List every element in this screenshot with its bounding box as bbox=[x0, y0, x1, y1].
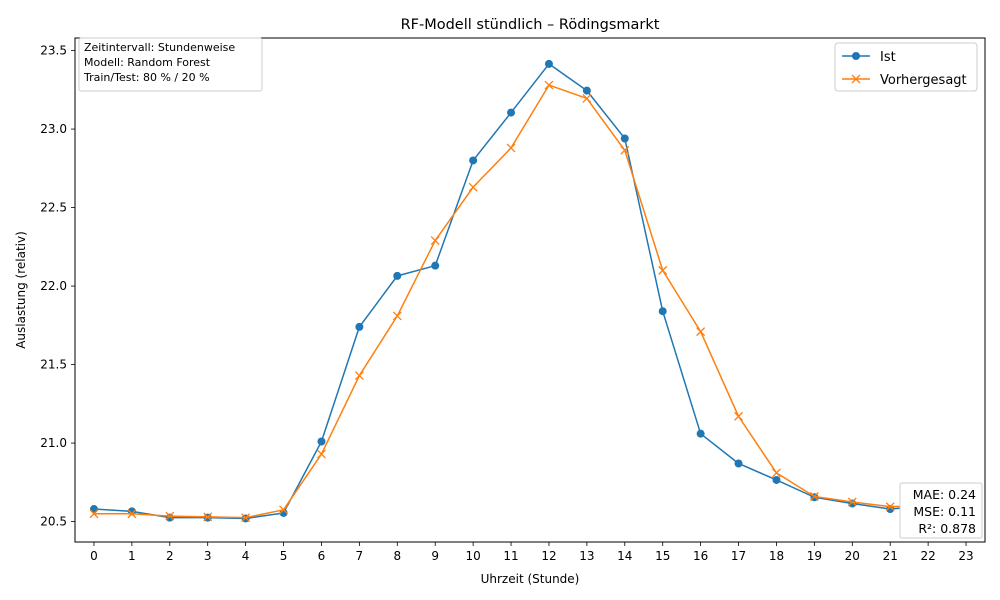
x-tick-label: 11 bbox=[503, 549, 518, 563]
metrics-line: MAE: 0.24 bbox=[913, 487, 976, 502]
x-tick-label: 17 bbox=[731, 549, 746, 563]
data-point-ist bbox=[507, 108, 516, 117]
data-point-vorhergesagt bbox=[468, 182, 478, 192]
metrics-line: R²: 0.878 bbox=[918, 521, 976, 536]
y-tick-label: 22.0 bbox=[40, 279, 67, 293]
y-axis: 20.5 21.0 21.5 22.0 22.5 23.0 23.5 bbox=[40, 44, 75, 529]
info-box-line: Modell: Random Forest bbox=[84, 56, 211, 69]
plot-area bbox=[74, 37, 986, 543]
y-tick-label: 21.5 bbox=[40, 358, 67, 372]
x-tick-label: 3 bbox=[204, 549, 212, 563]
metrics-line: MSE: 0.11 bbox=[913, 504, 976, 519]
series-vorhergesagt bbox=[89, 80, 971, 523]
data-point-ist bbox=[848, 499, 857, 508]
legend-label-ist: Ist bbox=[880, 50, 896, 65]
metrics-box-frame bbox=[899, 482, 983, 539]
data-point-ist bbox=[431, 261, 440, 270]
data-point-vorhergesagt bbox=[89, 509, 99, 519]
legend-marker-ist bbox=[852, 52, 860, 60]
metrics-box: MAE: 0.24 MSE: 0.11 R²: 0.878 bbox=[899, 482, 983, 539]
x-tick-label: 14 bbox=[617, 549, 632, 563]
x-tick-label: 5 bbox=[280, 549, 288, 563]
data-point-ist bbox=[772, 475, 781, 484]
x-tick-label: 7 bbox=[356, 549, 364, 563]
data-point-ist bbox=[734, 459, 743, 468]
data-point-vorhergesagt bbox=[696, 327, 706, 337]
data-point-vorhergesagt bbox=[582, 93, 592, 103]
data-point-ist bbox=[620, 134, 629, 143]
y-tick-label: 22.5 bbox=[40, 201, 67, 215]
x-tick-label: 22 bbox=[920, 549, 935, 563]
y-axis-label: Auslastung (relativ) bbox=[14, 231, 28, 349]
x-tick-label: 12 bbox=[541, 549, 556, 563]
data-point-ist bbox=[393, 271, 402, 280]
x-tick-label: 6 bbox=[318, 549, 326, 563]
data-point-vorhergesagt bbox=[127, 509, 137, 519]
data-point-vorhergesagt bbox=[809, 492, 819, 501]
data-point-vorhergesagt bbox=[241, 513, 251, 523]
x-tick-label: 23 bbox=[958, 549, 973, 563]
info-box-frame bbox=[78, 37, 263, 92]
x-tick-label: 0 bbox=[90, 549, 98, 563]
x-tick-label: 21 bbox=[883, 549, 898, 563]
data-point-ist bbox=[317, 437, 326, 446]
data-point-vorhergesagt bbox=[544, 80, 554, 90]
data-point-vorhergesagt bbox=[506, 143, 516, 153]
y-tick-label: 23.5 bbox=[40, 44, 67, 58]
data-point-vorhergesagt bbox=[316, 449, 326, 459]
info-box: Zeitintervall: Stundenweise Modell: Rand… bbox=[78, 37, 263, 92]
y-tick-label: 21.0 bbox=[40, 436, 67, 450]
x-tick-label: 2 bbox=[166, 549, 174, 563]
data-point-vorhergesagt bbox=[734, 411, 744, 421]
y-tick-label: 20.5 bbox=[40, 515, 67, 529]
x-tick-label: 4 bbox=[242, 549, 250, 563]
data-point-vorhergesagt bbox=[392, 311, 402, 321]
data-point-ist bbox=[544, 59, 553, 68]
data-point-ist bbox=[165, 513, 174, 522]
data-point-ist bbox=[355, 322, 364, 331]
x-tick-label: 10 bbox=[465, 549, 480, 563]
legend-label-vorhergesagt: Vorhergesagt bbox=[880, 73, 967, 88]
data-point-ist bbox=[696, 429, 705, 438]
data-point-vorhergesagt bbox=[847, 497, 857, 507]
x-axis: 0 1 2 3 4 5 6 7 8 9 10 11 12 13 14 15 16 17 18 19 20 21 22 23 bbox=[90, 542, 974, 563]
data-point-vorhergesagt bbox=[354, 371, 364, 381]
plot-frame bbox=[74, 37, 986, 543]
x-tick-label: 13 bbox=[579, 549, 594, 563]
x-tick-label: 20 bbox=[845, 549, 860, 563]
info-box-line: Train/Test: 80 % / 20 % bbox=[83, 71, 210, 84]
data-point-vorhergesagt bbox=[165, 511, 175, 521]
x-tick-label: 19 bbox=[807, 549, 822, 563]
data-point-vorhergesagt bbox=[203, 512, 213, 522]
series-line-vorhergesagt bbox=[93, 84, 967, 519]
data-point-ist bbox=[469, 156, 478, 165]
data-point-vorhergesagt bbox=[430, 236, 440, 246]
data-point-ist bbox=[582, 86, 591, 95]
data-point-ist bbox=[658, 307, 667, 316]
legend: Ist Vorhergesagt bbox=[834, 42, 978, 92]
data-point-vorhergesagt bbox=[620, 145, 630, 155]
x-tick-label: 18 bbox=[769, 549, 784, 563]
x-tick-label: 16 bbox=[693, 549, 708, 563]
x-tick-label: 9 bbox=[431, 549, 439, 563]
y-tick-label: 23.0 bbox=[40, 122, 67, 136]
data-point-vorhergesagt bbox=[658, 265, 668, 275]
info-box-line: Zeitintervall: Stundenweise bbox=[84, 41, 235, 54]
series-line-ist bbox=[93, 63, 967, 520]
series-layer bbox=[89, 59, 971, 523]
x-axis-label: Uhrzeit (Stunde) bbox=[481, 572, 580, 586]
data-point-vorhergesagt bbox=[771, 468, 781, 478]
x-tick-label: 1 bbox=[128, 549, 136, 563]
legend-marker-vorhergesagt bbox=[851, 74, 861, 84]
x-tick-label: 15 bbox=[655, 549, 670, 563]
chart-title: RF-Modell stündlich – Rödingsmarkt bbox=[401, 17, 660, 33]
legend-frame bbox=[834, 42, 978, 92]
data-point-vorhergesagt bbox=[885, 502, 895, 512]
data-point-vorhergesagt bbox=[279, 505, 289, 515]
x-tick-label: 8 bbox=[393, 549, 401, 563]
